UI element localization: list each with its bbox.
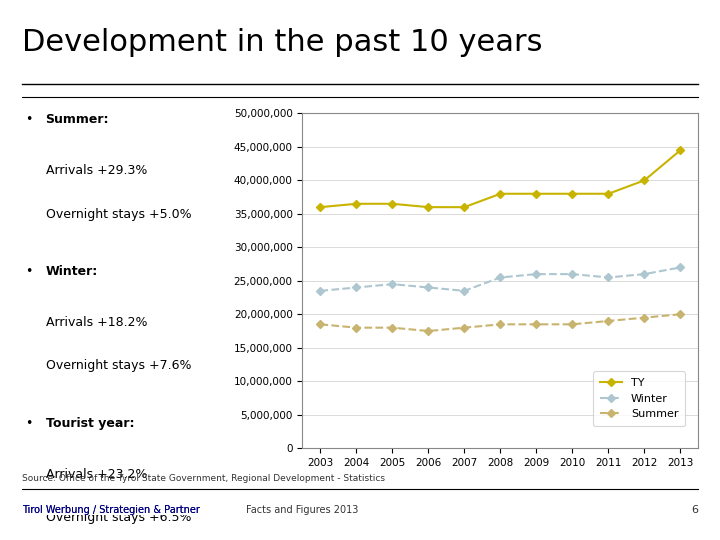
Text: Winter:: Winter: [45, 266, 98, 279]
TY [352, 200, 361, 207]
Winter [568, 271, 577, 278]
Text: Arrivals +18.2%: Arrivals +18.2% [45, 316, 147, 329]
Winter [316, 288, 325, 294]
Summer [568, 321, 577, 328]
Summer [604, 318, 613, 324]
Text: Summer:: Summer: [45, 113, 109, 126]
Summer [460, 325, 469, 331]
Winter [460, 288, 469, 294]
Line: Winter: Winter [318, 265, 683, 294]
TY [676, 147, 685, 153]
TY [460, 204, 469, 211]
Summer [352, 325, 361, 331]
Winter [424, 284, 433, 291]
Text: •: • [24, 266, 32, 279]
Winter [532, 271, 541, 278]
Text: Development in the past 10 years: Development in the past 10 years [22, 28, 542, 57]
TY [604, 191, 613, 197]
Text: •: • [24, 417, 32, 430]
Winter [676, 264, 685, 271]
Text: 6: 6 [691, 505, 698, 515]
TY [316, 204, 325, 211]
Legend: TY, Winter, Summer: TY, Winter, Summer [593, 372, 685, 426]
Winter [388, 281, 397, 287]
Summer [316, 321, 325, 328]
Text: Tirol Werbung / Strategien & Partner: Tirol Werbung / Strategien & Partner [22, 505, 199, 515]
TY [424, 204, 433, 211]
Text: Overnight stays +6.5%: Overnight stays +6.5% [45, 511, 191, 524]
Summer [388, 325, 397, 331]
Line: TY: TY [318, 147, 683, 210]
Winter [352, 284, 361, 291]
Text: Arrivals +23.2%: Arrivals +23.2% [45, 468, 147, 481]
Summer [640, 314, 649, 321]
TY [388, 200, 397, 207]
Summer [496, 321, 505, 328]
Summer [424, 328, 433, 334]
Summer [676, 311, 685, 318]
Text: Overnight stays +7.6%: Overnight stays +7.6% [45, 360, 191, 373]
TY [532, 191, 541, 197]
Winter [496, 274, 505, 281]
Text: Arrivals +29.3%: Arrivals +29.3% [45, 164, 147, 177]
Winter [604, 274, 613, 281]
Summer [532, 321, 541, 328]
Text: Tourist year:: Tourist year: [45, 417, 134, 430]
Winter [640, 271, 649, 278]
Text: Facts and Figures 2013: Facts and Figures 2013 [246, 505, 359, 515]
Text: Overnight stays +5.0%: Overnight stays +5.0% [45, 207, 191, 220]
TY [496, 191, 505, 197]
Text: •: • [24, 113, 32, 126]
Text: Tirol Werbung / Strategien & Partner: Tirol Werbung / Strategien & Partner [22, 505, 199, 515]
Text: Source: Office of the Tyrol State Government, Regional Development - Statistics: Source: Office of the Tyrol State Govern… [22, 474, 384, 483]
TY [640, 177, 649, 184]
TY [568, 191, 577, 197]
Line: Summer: Summer [318, 312, 683, 334]
